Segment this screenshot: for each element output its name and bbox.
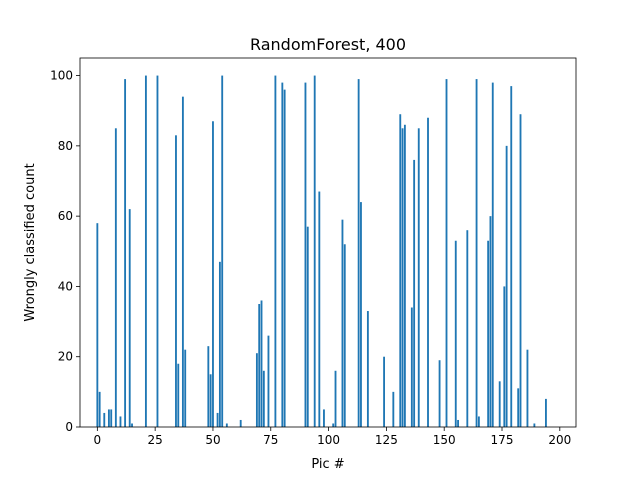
y-tick-label: 0 <box>65 420 73 434</box>
bar <box>218 261 221 427</box>
y-tick-label: 40 <box>58 279 73 293</box>
y-tick-label: 60 <box>58 209 73 223</box>
bar <box>323 409 325 427</box>
bar <box>399 114 402 427</box>
bar <box>258 304 261 427</box>
y-tick-label: 100 <box>50 69 73 83</box>
x-tick-label: 100 <box>317 433 340 447</box>
bar <box>341 219 344 427</box>
bar <box>318 191 321 427</box>
bar <box>445 79 448 427</box>
bar <box>274 75 277 427</box>
bar <box>267 335 270 427</box>
x-axis-label: Pic # <box>311 457 344 472</box>
y-tick-label: 20 <box>58 350 73 364</box>
bar <box>131 423 133 427</box>
bar <box>427 117 429 428</box>
bar <box>260 300 263 427</box>
bar <box>110 409 113 427</box>
bar <box>489 216 492 427</box>
bar <box>413 159 416 427</box>
bar <box>175 135 177 427</box>
bar <box>103 412 106 427</box>
bar <box>487 240 490 427</box>
bar <box>366 311 369 427</box>
bar <box>184 349 187 427</box>
bar <box>343 244 346 427</box>
bar <box>177 363 180 427</box>
bar <box>454 240 457 427</box>
bar <box>313 75 316 427</box>
bar <box>96 223 99 427</box>
bar <box>357 79 360 427</box>
x-tick-label: 50 <box>205 433 220 447</box>
bar <box>114 128 117 428</box>
bar <box>401 128 404 428</box>
bar <box>332 423 335 427</box>
bar <box>491 82 494 427</box>
bar <box>457 419 459 427</box>
bar <box>417 128 420 428</box>
bar <box>438 360 441 427</box>
bar <box>304 82 307 427</box>
bar <box>128 209 131 427</box>
x-tick-label: 200 <box>548 433 571 447</box>
bar <box>498 381 501 427</box>
bar <box>475 79 478 427</box>
bar <box>221 75 224 427</box>
chart-title: RandomForest, 400 <box>250 35 406 54</box>
x-tick-label: 175 <box>491 433 514 447</box>
bar <box>334 370 337 427</box>
bar <box>209 374 212 427</box>
bar <box>281 82 284 427</box>
bar <box>403 124 406 428</box>
plot-frame <box>79 57 577 428</box>
bar <box>466 230 469 427</box>
y-axis-ticks: 0 20 40 60 80 100 <box>50 69 80 434</box>
x-tick-label: 150 <box>433 433 456 447</box>
bar <box>503 286 506 427</box>
bar <box>144 75 147 427</box>
bar <box>119 416 122 427</box>
bar <box>156 75 159 427</box>
bar <box>207 346 210 427</box>
bar <box>212 121 214 427</box>
y-axis-label: Wrongly classified count <box>23 163 38 321</box>
bars-group <box>96 75 547 428</box>
x-tick-label: 125 <box>375 433 398 447</box>
bar <box>526 349 529 427</box>
bar <box>225 423 228 427</box>
bar <box>517 388 520 427</box>
x-tick-label: 0 <box>94 433 102 447</box>
bar <box>283 89 286 427</box>
bar <box>262 370 265 427</box>
bar <box>107 409 110 427</box>
bar <box>98 391 101 427</box>
bar <box>360 202 362 427</box>
x-tick-label: 75 <box>263 433 278 447</box>
bar <box>533 423 536 427</box>
bar <box>181 96 184 427</box>
bar <box>306 226 309 427</box>
x-tick-label: 25 <box>148 433 163 447</box>
bar <box>519 114 522 427</box>
bar <box>510 86 513 428</box>
y-tick-label: 80 <box>58 139 73 153</box>
bar <box>383 356 385 427</box>
bar <box>239 419 242 427</box>
bar <box>545 398 547 427</box>
bar <box>477 416 480 427</box>
bar <box>124 79 127 427</box>
x-axis-ticks: 0 25 50 75 100 125 150 175 200 <box>94 427 571 447</box>
bar <box>392 391 395 427</box>
bar <box>216 412 219 427</box>
bar <box>255 353 258 427</box>
bar <box>410 307 413 427</box>
bar <box>505 145 508 428</box>
